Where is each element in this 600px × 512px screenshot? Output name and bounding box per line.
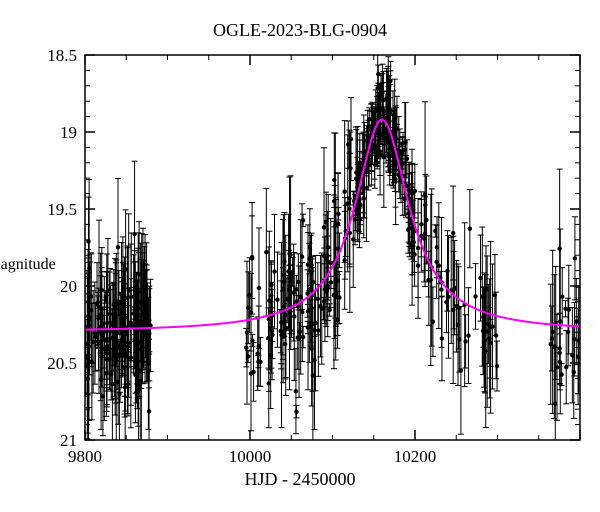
y-axis-label: I magnitude — [12, 0, 32, 512]
data-points-group — [82, 45, 582, 484]
chart-title: OGLE-2023-BLG-0904 — [0, 20, 600, 41]
y-tick-label: 19 — [60, 123, 77, 142]
model-curve — [85, 120, 580, 330]
y-tick-label: 19.5 — [47, 200, 77, 219]
x-axis-label: HJD - 2450000 — [0, 469, 600, 490]
y-tick-label: 18.5 — [47, 46, 77, 65]
y-tick-label: 20 — [60, 277, 77, 296]
x-tick-label: 10200 — [394, 447, 437, 466]
x-tick-label: 10000 — [229, 447, 272, 466]
chart-svg: 9800100001020018.51919.52020.521 — [0, 0, 600, 512]
y-tick-label: 21 — [60, 431, 77, 450]
lightcurve-chart: 9800100001020018.51919.52020.521 OGLE-20… — [0, 0, 600, 512]
y-tick-label: 20.5 — [47, 354, 77, 373]
